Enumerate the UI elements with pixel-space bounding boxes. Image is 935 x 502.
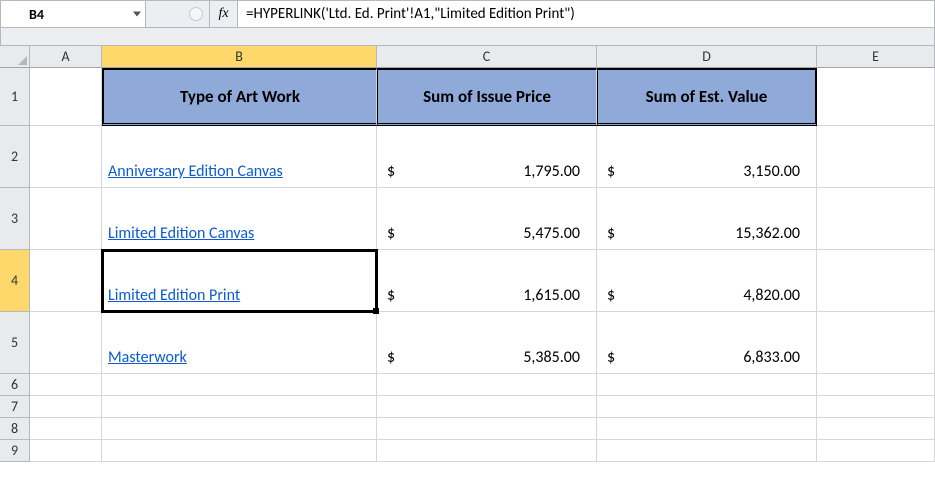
cell-C6[interactable] (377, 374, 597, 396)
cell-C8[interactable] (377, 418, 597, 440)
col-header-B[interactable]: B (102, 46, 377, 68)
cell-B4[interactable]: Limited Edition Print (102, 250, 377, 312)
cell-D7[interactable] (597, 396, 817, 418)
cell-A8[interactable] (30, 418, 102, 440)
row-header-8[interactable]: 8 (0, 418, 30, 440)
row-header-5[interactable]: 5 (0, 312, 30, 374)
name-box[interactable]: B4 (1, 1, 146, 27)
currency-icon: $ (387, 224, 395, 243)
cell-B3[interactable]: Limited Edition Canvas (102, 188, 377, 250)
cell-A5[interactable] (30, 312, 102, 374)
currency-icon: $ (607, 348, 615, 367)
cell-E4[interactable] (817, 250, 935, 312)
cell-B5[interactable]: Masterwork (102, 312, 377, 374)
cell-A4[interactable] (30, 250, 102, 312)
link-ltd-canvas[interactable]: Limited Edition Canvas (108, 224, 254, 249)
cell-A9[interactable] (30, 440, 102, 462)
currency-icon: $ (387, 348, 395, 367)
cell-C3[interactable]: $5,475.00 (377, 188, 597, 250)
currency-icon: $ (607, 224, 615, 243)
cell-E1[interactable] (817, 68, 935, 126)
formula-bar: B4 fx =HYPERLINK('Ltd. Ed. Print'!A1,"Li… (0, 0, 935, 28)
header-type[interactable]: Type of Art Work (102, 68, 377, 126)
cell-A3[interactable] (30, 188, 102, 250)
cell-E2[interactable] (817, 126, 935, 188)
fx-label: fx (218, 6, 228, 22)
row-header-2[interactable]: 2 (0, 126, 30, 188)
issue-value: 5,385.00 (523, 348, 580, 367)
cell-E7[interactable] (817, 396, 935, 418)
row-header-7[interactable]: 7 (0, 396, 30, 418)
cell-B7[interactable] (102, 396, 377, 418)
cell-A2[interactable] (30, 126, 102, 188)
currency-icon: $ (387, 162, 395, 181)
cell-D3[interactable]: $15,362.00 (597, 188, 817, 250)
est-value: 6,833.00 (743, 348, 800, 367)
cell-D6[interactable] (597, 374, 817, 396)
cell-D2[interactable]: $3,150.00 (597, 126, 817, 188)
cell-C2[interactable]: $1,795.00 (377, 126, 597, 188)
cell-D9[interactable] (597, 440, 817, 462)
cell-D5[interactable]: $6,833.00 (597, 312, 817, 374)
currency-icon: $ (387, 286, 395, 305)
link-masterwork[interactable]: Masterwork (108, 348, 187, 373)
row-header-9[interactable]: 9 (0, 440, 30, 462)
issue-value: 5,475.00 (523, 224, 580, 243)
cell-D8[interactable] (597, 418, 817, 440)
cell-C7[interactable] (377, 396, 597, 418)
col-header-D[interactable]: D (597, 46, 817, 68)
spreadsheet-grid: A B C D E 1 Type of Art Work Sum of Issu… (0, 46, 935, 462)
cell-A7[interactable] (30, 396, 102, 418)
col-header-A[interactable]: A (30, 46, 102, 68)
cell-C5[interactable]: $5,385.00 (377, 312, 597, 374)
link-ltd-print[interactable]: Limited Edition Print (108, 286, 240, 311)
cell-B2[interactable]: Anniversary Edition Canvas (102, 126, 377, 188)
cell-reference: B4 (29, 6, 44, 23)
issue-value: 1,795.00 (523, 162, 580, 181)
cell-B8[interactable] (102, 418, 377, 440)
cell-E6[interactable] (817, 374, 935, 396)
row-header-3[interactable]: 3 (0, 188, 30, 250)
formula-text: =HYPERLINK('Ltd. Ed. Print'!A1,"Limited … (246, 5, 575, 23)
formula-input[interactable]: =HYPERLINK('Ltd. Ed. Print'!A1,"Limited … (238, 1, 934, 27)
row-header-4[interactable]: 4 (0, 250, 30, 312)
currency-icon: $ (607, 286, 615, 305)
cell-D4[interactable]: $4,820.00 (597, 250, 817, 312)
est-value: 3,150.00 (743, 162, 800, 181)
cell-B9[interactable] (102, 440, 377, 462)
cell-C9[interactable] (377, 440, 597, 462)
formula-bar-spacer (0, 28, 935, 46)
issue-value: 1,615.00 (523, 286, 580, 305)
col-header-C[interactable]: C (377, 46, 597, 68)
cell-E3[interactable] (817, 188, 935, 250)
formula-controls (146, 1, 210, 27)
cell-C4[interactable]: $1,615.00 (377, 250, 597, 312)
cancel-icon (189, 7, 203, 21)
name-box-dropdown-icon[interactable] (133, 12, 141, 17)
fx-button[interactable]: fx (210, 1, 238, 27)
select-all-corner[interactable] (0, 46, 30, 68)
cell-B6[interactable] (102, 374, 377, 396)
link-anniversary[interactable]: Anniversary Edition Canvas (108, 162, 283, 187)
col-header-E[interactable]: E (817, 46, 935, 68)
currency-icon: $ (607, 162, 615, 181)
header-est-value[interactable]: Sum of Est. Value (597, 68, 817, 126)
row-header-1[interactable]: 1 (0, 68, 30, 126)
cell-E8[interactable] (817, 418, 935, 440)
header-issue-price[interactable]: Sum of Issue Price (377, 68, 597, 126)
cell-E5[interactable] (817, 312, 935, 374)
cell-E9[interactable] (817, 440, 935, 462)
row-header-6[interactable]: 6 (0, 374, 30, 396)
est-value: 4,820.00 (743, 286, 800, 305)
est-value: 15,362.00 (735, 224, 800, 243)
cell-A1[interactable] (30, 68, 102, 126)
cell-A6[interactable] (30, 374, 102, 396)
